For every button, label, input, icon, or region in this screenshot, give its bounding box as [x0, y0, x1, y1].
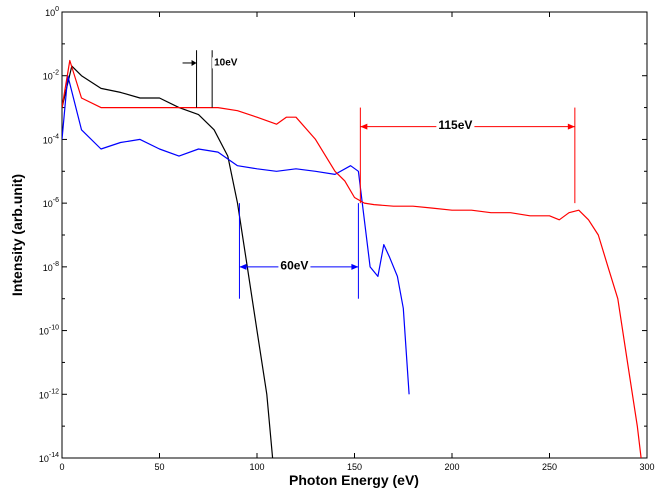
annotation-bg — [212, 57, 240, 69]
y-tick-label: 10-6 — [43, 197, 59, 209]
y-tick-label: 10-10 — [39, 325, 59, 337]
marker-arrowhead — [351, 263, 359, 270]
marker-arrowhead — [360, 123, 368, 130]
x-tick-label: 300 — [639, 462, 654, 472]
series-line-3 — [62, 59, 642, 458]
x-tick-label: 0 — [59, 462, 64, 472]
y-tick-label: 10-12 — [39, 388, 59, 400]
annotation-bg — [278, 258, 311, 273]
annotation-bg — [436, 118, 475, 133]
y-tick-label: 10-2 — [43, 70, 59, 82]
series-line-2 — [62, 75, 410, 395]
x-tick-label: 100 — [249, 462, 264, 472]
marker-arrowhead — [191, 59, 197, 66]
annotation-label: 10eV — [214, 57, 238, 68]
y-tick-label: 100 — [45, 6, 59, 18]
y-tick-label: 10-14 — [39, 452, 59, 464]
x-tick-label: 200 — [444, 462, 459, 472]
x-axis-label: Photon Energy (eV) — [289, 472, 419, 488]
annotation-label: 115eV — [438, 118, 472, 132]
series-line-1 — [62, 65, 274, 458]
x-tick-label: 50 — [154, 462, 164, 472]
x-tick-label: 150 — [347, 462, 362, 472]
annotation-label: 60eV — [280, 258, 308, 272]
plot-frame — [61, 11, 648, 459]
marker-arrowhead — [239, 263, 247, 270]
y-tick-label: 10-8 — [43, 261, 59, 273]
x-tick-label: 250 — [542, 462, 557, 472]
y-tick-label: 10-4 — [43, 133, 59, 145]
y-axis-label: Intensity (arb.unit) — [9, 174, 25, 296]
marker-arrowhead — [567, 123, 575, 130]
